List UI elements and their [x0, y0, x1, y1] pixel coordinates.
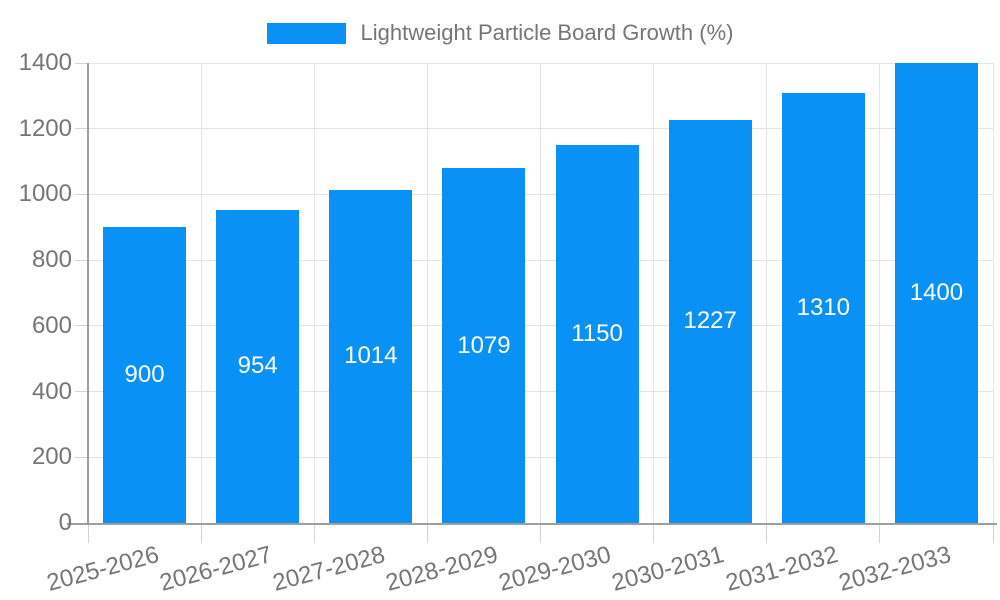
x-axis-label: 2028-2029: [383, 541, 501, 597]
y-axis-line: [87, 63, 89, 525]
gridline: [879, 63, 881, 523]
bar[interactable]: [781, 92, 865, 523]
y-axis-tick: [75, 128, 88, 130]
x-axis-tick: [426, 523, 428, 543]
bar[interactable]: [894, 63, 978, 523]
gridline: [653, 63, 655, 523]
bar-value-label: 954: [237, 352, 278, 380]
y-axis-tick: [75, 325, 88, 327]
bar-value-label: 1079: [457, 331, 511, 359]
gridline: [200, 63, 202, 523]
y-axis-tick: [75, 456, 88, 458]
bar[interactable]: [555, 145, 639, 523]
x-axis-tick: [200, 523, 202, 543]
gridline: [992, 63, 994, 523]
y-axis-tick: [75, 193, 88, 195]
x-axis-label: 2032-2033: [835, 541, 954, 597]
gridline: [766, 63, 768, 523]
y-axis-label: 800: [31, 246, 72, 274]
x-axis-label: 2030-2031: [609, 541, 728, 597]
bar-value-label: 1310: [796, 293, 850, 321]
x-axis-tick: [992, 523, 994, 543]
bar-value-label: 1014: [344, 342, 398, 370]
x-axis-line: [67, 523, 997, 525]
x-axis-tick: [313, 523, 315, 543]
legend-label: Lightweight Particle Board Growth (%): [360, 20, 734, 45]
bar[interactable]: [103, 227, 187, 523]
x-axis-label: 2027-2028: [269, 541, 388, 597]
y-axis-label: 600: [31, 311, 72, 339]
legend-item[interactable]: Lightweight Particle Board Growth (%): [0, 20, 1000, 46]
x-axis-tick: [879, 523, 881, 543]
y-axis-label: 1400: [18, 49, 72, 76]
y-axis-tick: [75, 391, 88, 393]
bar-value-label: 1150: [571, 320, 623, 348]
bar[interactable]: [216, 209, 300, 523]
x-axis-tick: [87, 523, 89, 543]
x-axis-tick: [653, 523, 655, 543]
bar[interactable]: [442, 168, 526, 523]
x-axis-tick: [766, 523, 768, 543]
bar[interactable]: [329, 189, 413, 523]
gridline: [426, 63, 428, 523]
y-axis-label: 400: [31, 377, 72, 405]
bar-value-label: 900: [124, 361, 165, 389]
x-axis-label: 2026-2027: [156, 541, 275, 597]
bar[interactable]: [668, 119, 752, 523]
y-axis-label: 200: [31, 443, 72, 471]
y-axis-tick: [75, 259, 88, 261]
bar-value-label: 1400: [909, 279, 964, 306]
gridline: [540, 63, 541, 523]
x-axis-label: 2029-2030: [496, 541, 615, 597]
y-axis-tick: [75, 62, 88, 64]
y-axis-label: 0: [58, 509, 72, 536]
gridline: [313, 63, 315, 523]
x-axis-label: 2025-2026: [43, 541, 162, 597]
y-axis-label: 1200: [18, 114, 72, 142]
x-axis-tick: [540, 523, 541, 543]
bar-value-label: 1227: [683, 307, 737, 335]
y-axis-label: 1000: [18, 180, 72, 208]
legend-swatch-icon: [266, 22, 346, 44]
x-axis-label: 2031-2032: [722, 541, 841, 597]
